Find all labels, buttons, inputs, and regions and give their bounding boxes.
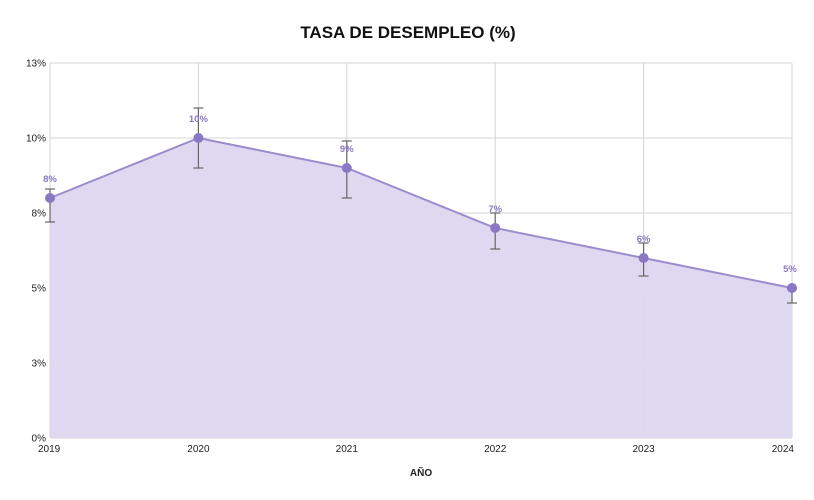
point-2024 (787, 283, 797, 293)
data-label-2021: 9% (340, 144, 354, 155)
data-label-2019: 8% (43, 174, 57, 185)
data-label-2020: 10% (189, 114, 209, 125)
x-tick-label-2022: 2022 (484, 444, 507, 455)
point-2019 (45, 193, 55, 203)
y-tick-label: 10% (26, 134, 46, 145)
y-tick-label: 3% (32, 359, 47, 370)
y-tick-label: 13% (26, 59, 46, 70)
x-tick-labels: 2019 2020 2021 2022 2023 2024 (38, 444, 794, 455)
x-tick-label-2019: 2019 (38, 444, 61, 455)
series-line (49, 136, 793, 289)
chart-title: TASA DE DESEMPLEO (%) (300, 23, 515, 42)
y-tick-label: 0% (32, 434, 47, 445)
x-tick-label-2021: 2021 (336, 444, 359, 455)
x-tick-label-2024: 2024 (772, 444, 795, 455)
x-axis-label: AÑO (410, 466, 432, 479)
y-tick-labels: 0% 3% 5% 8% 10% 13% (26, 59, 46, 445)
x-tick-label-2020: 2020 (187, 444, 210, 455)
point-2021 (341, 163, 352, 173)
data-label-2023: 6% (637, 234, 651, 245)
y-tick-label: 8% (32, 209, 47, 220)
point-2022 (490, 223, 501, 233)
data-label-2024: 5% (783, 264, 797, 275)
area-fill (50, 138, 792, 438)
data-label-2022: 7% (488, 204, 502, 215)
point-2020 (193, 133, 204, 143)
point-2023 (638, 253, 649, 263)
y-tick-label: 5% (32, 284, 47, 295)
data-labels: 8% 10% 9% 7% 6% 5% (43, 114, 797, 275)
x-tick-label-2023: 2023 (632, 444, 655, 455)
data-points (45, 133, 797, 293)
